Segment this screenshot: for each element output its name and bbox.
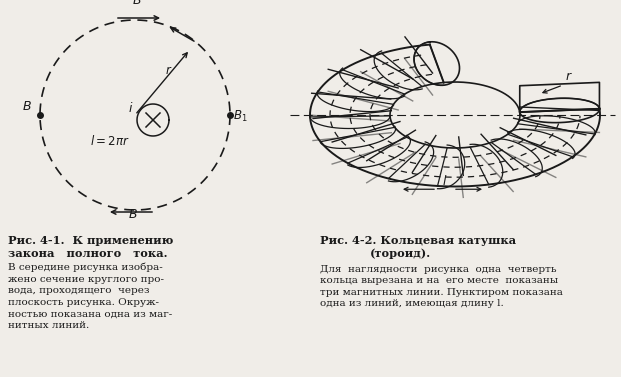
Text: В середине рисунка изобра-
жено сечение круглого про-
вода, проходящего  через
п: В середине рисунка изобра- жено сечение … [8, 263, 172, 330]
Text: $B$: $B$ [128, 208, 138, 221]
Text: $r$: $r$ [565, 70, 573, 83]
Text: (тороид).: (тороид). [370, 248, 431, 259]
Text: $B_1$: $B_1$ [233, 109, 248, 124]
Text: $B$: $B$ [132, 0, 142, 7]
Text: Рис. 4-2. Кольцевая катушка: Рис. 4-2. Кольцевая катушка [320, 235, 516, 246]
Text: $r$: $r$ [165, 64, 173, 77]
Text: Рис. 4-1.  К применению: Рис. 4-1. К применению [8, 235, 173, 246]
Text: закона   полного   тока.: закона полного тока. [8, 248, 168, 259]
Text: $l=2\pi r$: $l=2\pi r$ [90, 134, 130, 148]
Text: Для  наглядности  рисунка  одна  четверть
кольца вырезана и на  его месте  показ: Для наглядности рисунка одна четверть ко… [320, 265, 563, 308]
Text: $i$: $i$ [128, 101, 134, 115]
Text: $B$: $B$ [22, 100, 32, 113]
Text: $l$: $l$ [442, 174, 448, 188]
